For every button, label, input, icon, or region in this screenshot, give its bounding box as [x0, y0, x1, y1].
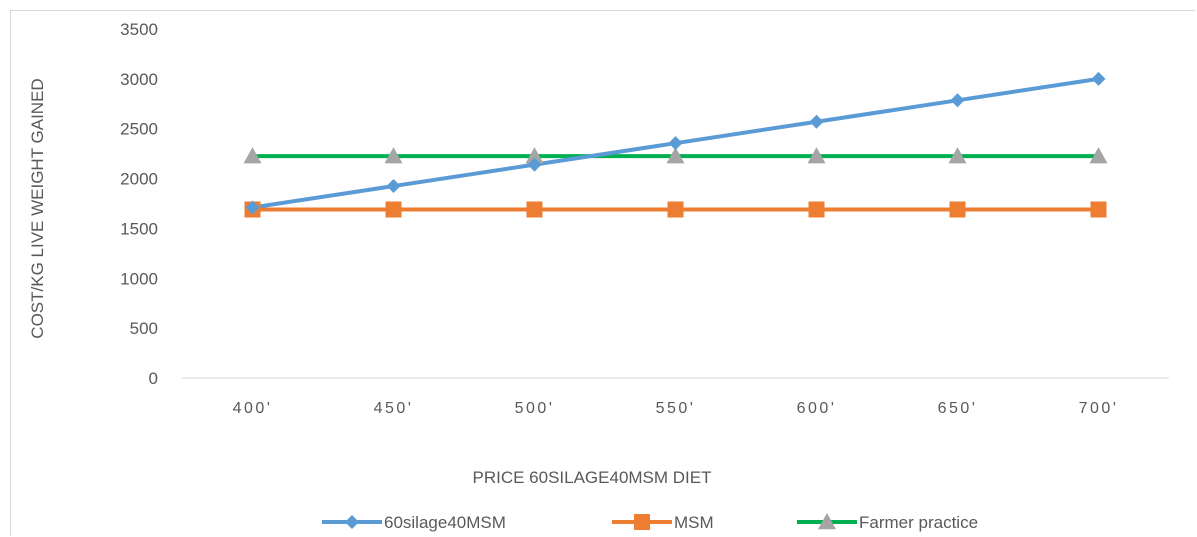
x-tick-label: 650' — [938, 400, 978, 417]
x-tick-label: 500' — [515, 400, 555, 417]
x-tick-label: 450' — [374, 400, 414, 417]
legend: 60silage40MSM MSM Farmer practice — [322, 513, 978, 532]
x-tick-label: 400' — [233, 400, 273, 417]
data-point — [950, 93, 965, 108]
data-point — [243, 147, 262, 164]
y-tick-label: 0 — [149, 369, 158, 388]
y-tick-label: 2000 — [120, 170, 158, 189]
data-point — [666, 147, 685, 164]
data-point — [527, 157, 542, 172]
data-point — [949, 201, 966, 218]
data-point — [1091, 71, 1106, 86]
x-axis-ticks: 400' 450' 500' 550' 600' 650' 700' — [233, 400, 1119, 417]
data-point — [526, 201, 543, 218]
y-tick-label: 1500 — [120, 219, 158, 238]
data-point — [808, 201, 825, 218]
y-tick-label: 3500 — [120, 20, 158, 39]
legend-item: MSM — [612, 513, 714, 532]
x-tick-label: 700' — [1079, 400, 1119, 417]
y-tick-label: 2500 — [120, 120, 158, 139]
legend-item: 60silage40MSM — [322, 513, 506, 532]
y-axis-ticks: 0 500 1000 1500 2000 2500 3000 3500 — [120, 20, 158, 388]
chart-frame — [10, 10, 1195, 536]
data-point — [1090, 201, 1107, 218]
data-point — [809, 114, 824, 129]
legend-label: MSM — [674, 513, 714, 532]
y-axis-title: COST/KG LIVE WEIGHT GAINED — [28, 78, 47, 338]
data-point — [386, 179, 401, 194]
y-tick-label: 1000 — [120, 269, 158, 288]
data-point — [245, 200, 260, 215]
data-point — [667, 201, 684, 218]
y-tick-label: 3000 — [120, 70, 158, 89]
data-point — [807, 147, 826, 164]
legend-marker — [818, 513, 836, 530]
x-tick-label: 550' — [656, 400, 696, 417]
x-axis-title: PRICE 60SILAGE40MSM DIET — [472, 468, 711, 487]
data-point — [384, 147, 403, 164]
legend-item: Farmer practice — [797, 513, 978, 532]
data-point — [1089, 147, 1108, 164]
data-point — [385, 201, 402, 218]
y-tick-label: 500 — [130, 319, 158, 338]
data-point — [525, 147, 544, 164]
legend-marker — [634, 514, 650, 530]
data-point — [668, 136, 683, 151]
legend-marker — [345, 515, 359, 529]
legend-label: Farmer practice — [859, 513, 978, 532]
series-markers — [243, 71, 1108, 218]
data-point — [948, 147, 967, 164]
x-tick-label: 600' — [797, 400, 837, 417]
legend-label: 60silage40MSM — [384, 513, 506, 532]
